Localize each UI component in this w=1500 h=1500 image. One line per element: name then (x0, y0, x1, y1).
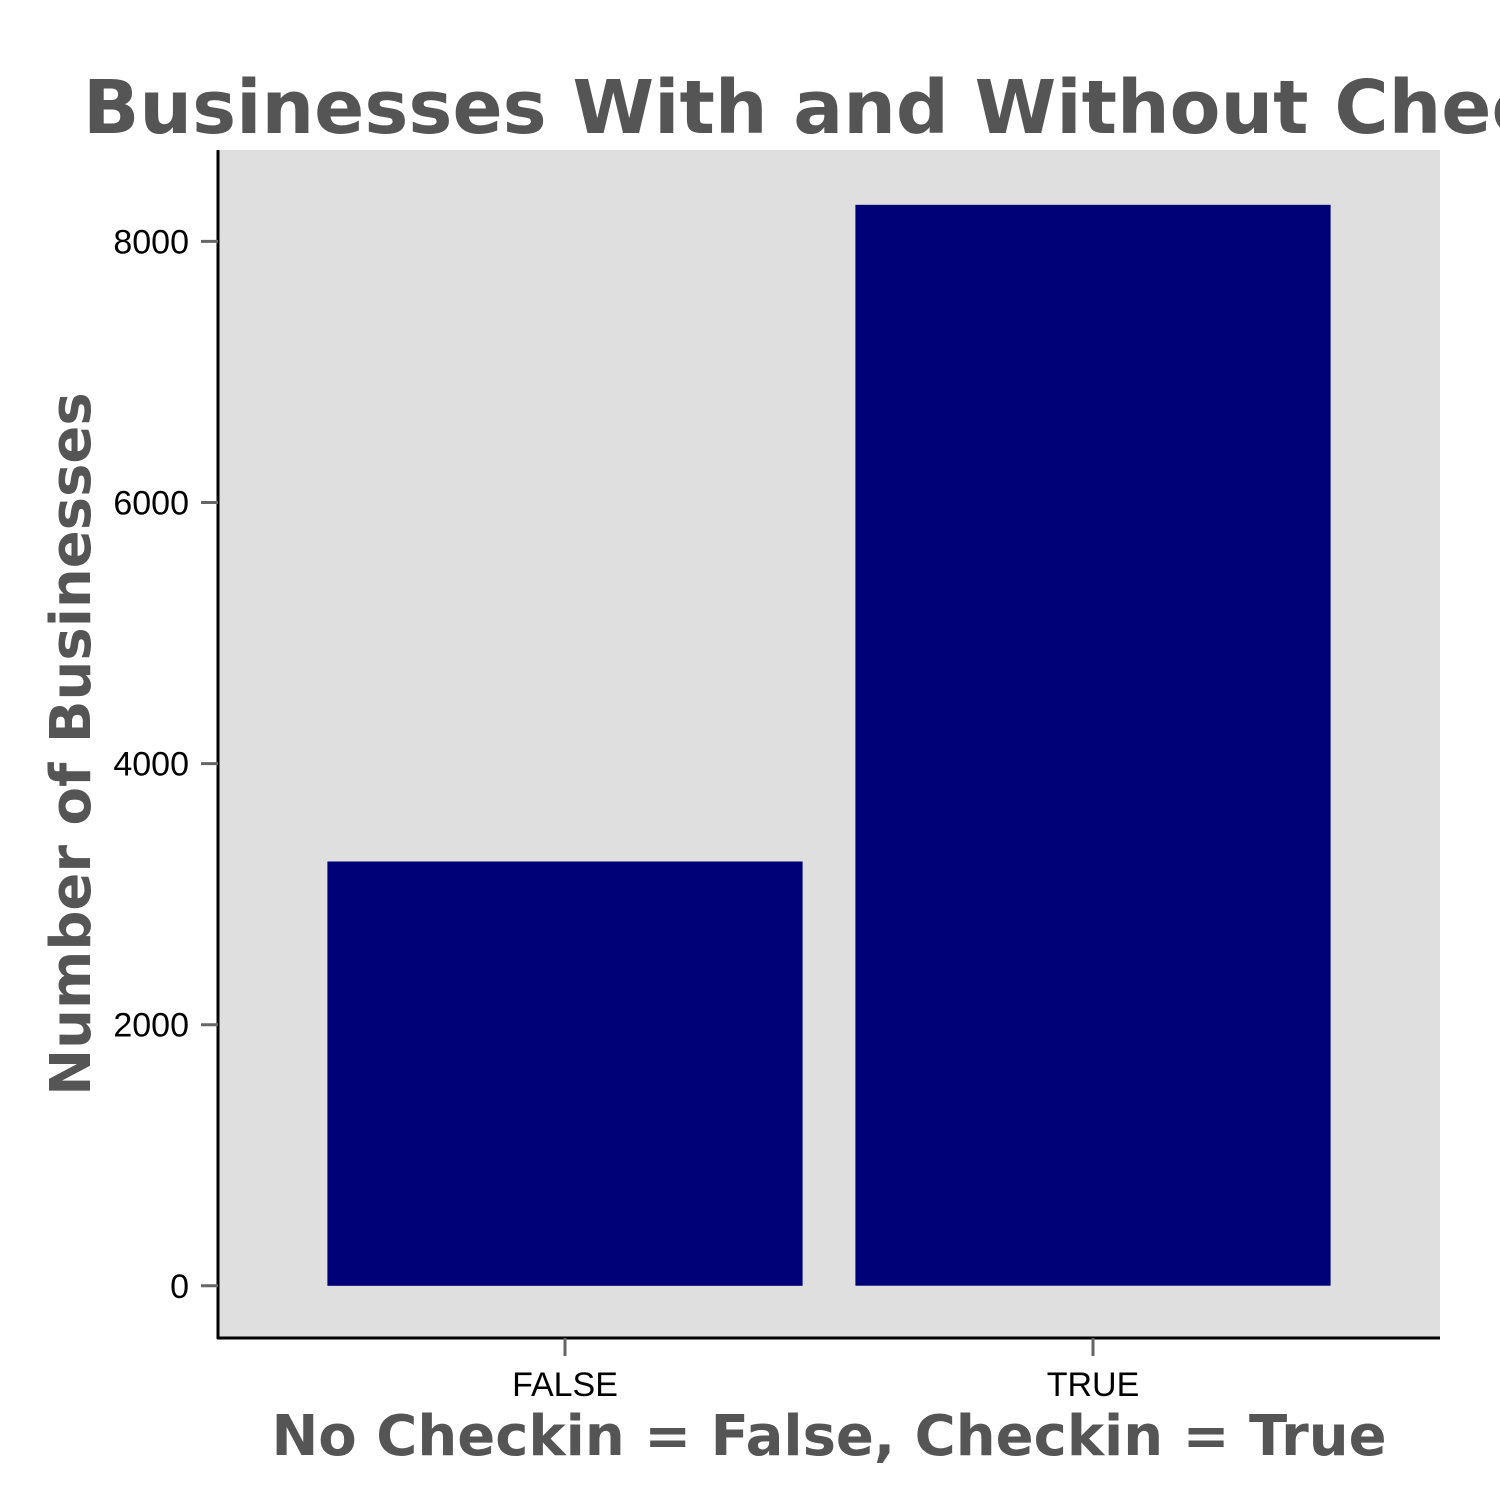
bars-group (327, 204, 1331, 1286)
y-ticks-group: 0 2000 4000 6000 8000 (113, 223, 218, 1306)
x-tick-label: FALSE (512, 1366, 618, 1404)
bar-true (855, 204, 1331, 1286)
y-tick-label: 0 (170, 1268, 189, 1306)
y-tick-label: 8000 (113, 223, 189, 261)
y-tick-label: 6000 (113, 485, 189, 523)
bar-false (327, 861, 803, 1286)
x-axis-title: No Checkin = False, Checkin = True (271, 1404, 1386, 1469)
y-tick-label: 2000 (113, 1007, 189, 1045)
x-tick-label: TRUE (1047, 1366, 1140, 1404)
y-tick-label: 4000 (113, 746, 189, 784)
y-axis-title: Number of Businesses (39, 392, 104, 1096)
x-ticks-group: FALSE TRUE (512, 1338, 1139, 1404)
chart-title: Businesses With and Without Checkins (83, 65, 1500, 151)
